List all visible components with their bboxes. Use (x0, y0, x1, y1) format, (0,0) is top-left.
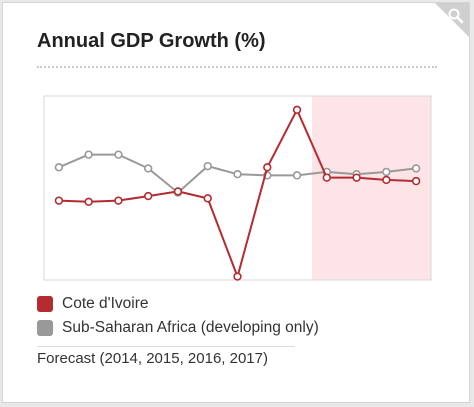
data-point-cote-d-ivoire-2016[interactable] (382, 175, 391, 185)
gdp-growth-widget: Annual GDP Growth (%) Cote d'Ivoire Sub-… (2, 2, 470, 403)
data-point-cote-d-ivoire-2013[interactable] (292, 105, 302, 115)
data-point-sub-saharan-africa-developing-only-2010[interactable] (203, 161, 212, 171)
chart-title: Annual GDP Growth (%) (37, 30, 266, 52)
legend-item-sub-saharan-africa[interactable]: Sub-Saharan Africa (developing only) (37, 316, 437, 340)
legend-item-cote-divoire[interactable]: Cote d'Ivoire (37, 292, 437, 316)
data-point-cote-d-ivoire-2017[interactable] (411, 176, 421, 186)
legend-label: Sub-Saharan Africa (developing only) (62, 319, 319, 336)
data-point-cote-d-ivoire-2015[interactable] (352, 173, 361, 182)
data-point-sub-saharan-africa-developing-only-2011[interactable] (233, 170, 242, 179)
series-cote-d-ivoire (54, 105, 421, 281)
legend-swatch-sub-saharan-africa (37, 320, 53, 336)
data-point-sub-saharan-africa-developing-only-2017[interactable] (411, 164, 421, 173)
title-divider (37, 66, 437, 68)
data-point-sub-saharan-africa-developing-only-2007[interactable] (114, 150, 123, 159)
data-point-sub-saharan-africa-developing-only-2008[interactable] (143, 164, 153, 173)
data-point-cote-d-ivoire-2007[interactable] (114, 196, 123, 205)
zoom-button[interactable] (429, 3, 469, 37)
data-point-cote-d-ivoire-2008[interactable] (143, 191, 153, 201)
forecast-note: Forecast (2014, 2015, 2016, 2017) (37, 350, 268, 367)
legend: Cote d'Ivoire Sub-Saharan Africa (develo… (37, 292, 437, 340)
data-point-sub-saharan-africa-developing-only-2016[interactable] (382, 167, 391, 177)
data-point-sub-saharan-africa-developing-only-2005[interactable] (54, 163, 64, 172)
data-point-cote-d-ivoire-2005[interactable] (54, 196, 64, 205)
legend-divider (37, 346, 295, 347)
data-point-cote-d-ivoire-2012[interactable] (263, 163, 272, 172)
legend-swatch-cote-divoire (37, 296, 53, 312)
data-point-sub-saharan-africa-developing-only-2006[interactable] (84, 150, 93, 159)
data-point-cote-d-ivoire-2010[interactable] (203, 194, 212, 203)
data-point-cote-d-ivoire-2006[interactable] (84, 197, 93, 207)
data-point-cote-d-ivoire-2011[interactable] (233, 272, 242, 281)
gdp-line-chart (43, 95, 432, 281)
forecast-band (311, 96, 431, 280)
magnifier-icon (435, 3, 469, 37)
data-point-cote-d-ivoire-2009[interactable] (173, 187, 183, 196)
data-point-sub-saharan-africa-developing-only-2013[interactable] (292, 171, 302, 180)
legend-label: Cote d'Ivoire (62, 295, 149, 312)
data-point-cote-d-ivoire-2014[interactable] (322, 173, 332, 182)
